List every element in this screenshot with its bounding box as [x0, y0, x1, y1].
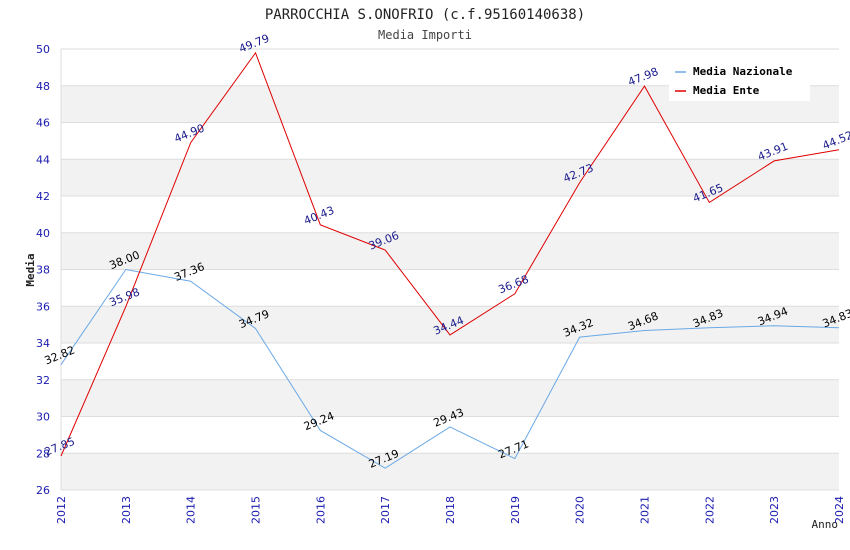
x-tick-label: 2023: [768, 496, 781, 524]
x-tick-label: 2017: [379, 496, 392, 524]
x-tick-label: 2012: [55, 496, 68, 524]
y-tick-label: 28: [36, 447, 50, 460]
y-tick-label: 34: [36, 337, 50, 350]
x-tick-label: 2020: [574, 496, 587, 524]
y-tick-label: 32: [36, 374, 50, 387]
x-axis-ticks: 2012 2013 2014 2015 2016 2017 2018 2019 2020 2021…: [55, 496, 846, 524]
legend-label-series-2: Media Ente: [693, 84, 760, 97]
x-tick-label: 2019: [509, 496, 522, 524]
x-tick-label: 2021: [639, 496, 652, 524]
x-tick-label: 2018: [444, 496, 457, 524]
plot-background-bands: [61, 49, 839, 490]
legend-label-series-1: Media Nazionale: [693, 65, 793, 78]
y-tick-label: 48: [36, 80, 50, 93]
grid-lines: [60, 48, 839, 491]
x-axis-label: Anno: [812, 518, 839, 531]
x-tick-label: 2014: [185, 496, 198, 524]
plot-band: [61, 269, 839, 307]
y-tick-label: 26: [36, 484, 50, 497]
y-tick-label: 44: [36, 153, 50, 166]
y-tick-label: 40: [36, 227, 50, 240]
x-tick-label: 2013: [120, 496, 133, 524]
plot-band: [61, 122, 839, 160]
y-tick-label: 46: [36, 117, 50, 130]
legend-box: [669, 59, 810, 101]
x-tick-label: 2022: [703, 496, 716, 524]
plot-band: [61, 379, 839, 417]
x-tick-label: 2016: [314, 496, 327, 524]
y-axis-ticks: 26 28 30 32 34 36 38 40 42 44 46 48 50: [36, 43, 50, 497]
series-line-1: [60, 268, 840, 469]
plot-band: [61, 306, 839, 343]
x-tick-label: 2024: [833, 496, 846, 524]
plot-band: [61, 232, 839, 270]
chart-title: PARROCCHIA S.ONOFRIO (c.f.95160140638): [265, 7, 585, 23]
y-tick-label: 30: [36, 411, 50, 424]
y-tick-label: 50: [36, 43, 50, 56]
plot-band: [61, 416, 839, 454]
y-tick-label: 42: [36, 190, 50, 203]
y-axis-label: Media: [24, 253, 37, 286]
chart-subtitle: Media Importi: [378, 28, 472, 42]
plot-band: [61, 159, 839, 196]
plot-band: [61, 343, 839, 380]
plot-band: [61, 453, 839, 490]
series-line-2: [60, 51, 840, 457]
y-tick-label: 36: [36, 300, 50, 313]
y-tick-label: 38: [36, 264, 50, 277]
plot-band: [61, 196, 839, 233]
series-lines: [60, 51, 840, 469]
legend: Media Nazionale Media Ente: [669, 59, 810, 101]
x-tick-label: 2015: [250, 496, 263, 524]
